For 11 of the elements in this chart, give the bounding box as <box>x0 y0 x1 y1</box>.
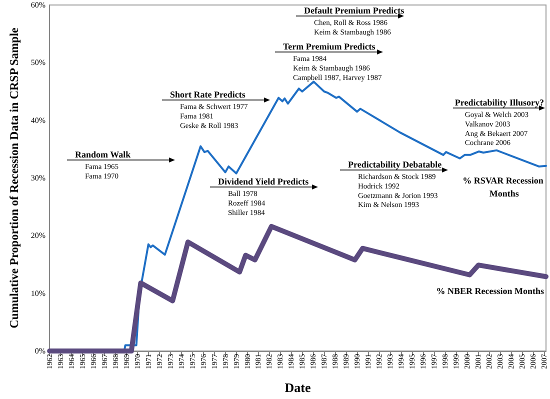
y-tick-label: 10% <box>30 288 46 298</box>
y-axis-title: Cumulative Proportion of Recession Data in CRSP Sample <box>7 26 21 328</box>
y-tick-label: 40% <box>30 116 46 125</box>
y-tick-label: 30% <box>30 174 46 182</box>
y-tick-label: 60% <box>30 0 46 10</box>
series-label: % NBER Recession Months <box>436 286 544 296</box>
y-tick-label: 20% <box>30 231 46 240</box>
series-label: % RSVAR Recession Months <box>462 175 544 198</box>
x-axis-title: Date <box>284 380 311 395</box>
y-tick-label: 0% <box>34 346 46 356</box>
y-tick-label: 50% <box>30 58 46 68</box>
